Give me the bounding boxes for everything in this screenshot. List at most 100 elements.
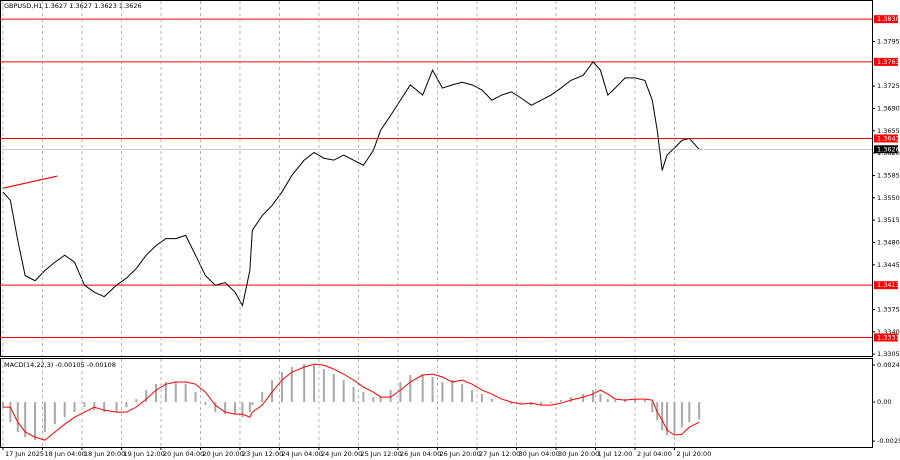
level-label: 1.3763: [877, 58, 900, 66]
macd-bar: [372, 397, 375, 403]
macd-bar: [271, 380, 274, 403]
macd-bar: [633, 399, 636, 403]
y-tick-label: 1.3550: [877, 194, 900, 202]
macd-bar: [540, 402, 543, 406]
y-tick-label: 1.3340: [877, 328, 900, 336]
macd-panel: [0, 358, 873, 448]
x-tick-label: 2 Jul 04:00: [637, 450, 672, 458]
macd-bar: [431, 377, 434, 403]
y-tick-label: 0.00244: [877, 361, 900, 369]
macd-bar: [125, 402, 128, 408]
macd-bar: [63, 402, 66, 418]
macd-bar: [698, 402, 701, 420]
macd-bar: [592, 390, 595, 403]
macd-bar: [421, 374, 424, 403]
chart-title: GBPUSD,H1 1.3627 1.3627 1.3623 1.3626: [4, 2, 142, 10]
macd-bar: [461, 384, 464, 403]
macd-bar: [145, 390, 148, 403]
macd-bar: [666, 402, 669, 436]
y-tick-label: 1.3480: [877, 238, 900, 246]
y-tick-label: 1.3375: [877, 305, 900, 313]
macd-bar: [379, 397, 382, 403]
level-label: 1.3643: [877, 134, 900, 142]
level-label: 1.3830: [877, 15, 900, 23]
x-tick-label: 18 Jun 20:00: [84, 450, 125, 458]
macd-bar: [352, 387, 355, 403]
macd-bar: [510, 402, 513, 405]
macd-bar: [362, 392, 365, 403]
macd-bar: [194, 392, 197, 403]
last-price-label: 1.3626: [877, 145, 900, 153]
macd-bar: [174, 382, 177, 403]
macd-bar: [342, 380, 345, 403]
macd-bar: [332, 374, 335, 403]
x-tick-label: 26 Jun 20:00: [439, 450, 480, 458]
macd-bar: [204, 402, 207, 406]
macd-bar: [500, 402, 503, 403]
macd-bar: [680, 402, 683, 428]
macd-bar: [214, 402, 217, 413]
macd-bar: [559, 400, 562, 403]
macd-bar: [251, 402, 254, 406]
macd-bar: [135, 399, 138, 403]
level-label-box: [874, 57, 898, 66]
x-tick-label: 2 Jul 20:00: [676, 450, 711, 458]
x-tick-label: 19 Jun 12:00: [123, 450, 164, 458]
x-tick-label: 1 Jul 12:00: [597, 450, 632, 458]
level-label-box: [874, 134, 898, 143]
macd-bar: [224, 402, 227, 415]
macd-bar: [234, 402, 237, 415]
macd-bar: [409, 375, 412, 403]
macd-bar: [53, 402, 56, 425]
macd-bar: [322, 369, 325, 403]
macd-bar: [261, 392, 264, 403]
indicator-title: MACD(14,22,3) -0.00105 -0.00108: [4, 361, 116, 369]
macd-bar: [614, 400, 617, 403]
macd-bar: [606, 399, 609, 403]
macd-bar: [643, 400, 646, 403]
x-tick-label: 25 Jun 12:00: [360, 450, 401, 458]
macd-bar: [582, 394, 585, 403]
x-tick-label: 17 Jun 2025: [5, 450, 44, 458]
macd-bar: [24, 402, 27, 438]
y-tick-label: 1.3515: [877, 216, 900, 224]
macd-bar: [280, 372, 283, 403]
macd-bar: [651, 402, 654, 413]
macd-bar: [290, 367, 293, 403]
macd-bar: [441, 382, 444, 403]
macd-bar: [673, 402, 676, 435]
macd-bar: [9, 402, 12, 423]
macd-bar: [103, 402, 106, 413]
level-label-box: [874, 15, 898, 24]
macd-bar: [34, 402, 37, 441]
macd-bar: [313, 365, 316, 403]
x-tick-label: 30 Jun 20:00: [558, 450, 599, 458]
macd-bar: [155, 384, 158, 403]
macd-bar: [688, 402, 691, 423]
x-tick-label: 20 Jun 04:00: [163, 450, 204, 458]
macd-bar: [43, 402, 46, 433]
level-label: 1.3331: [877, 333, 900, 341]
y-tick-label: 1.3305: [877, 350, 900, 358]
macd-bar: [115, 402, 118, 413]
signal-line: [2, 363, 700, 441]
price-line: [2, 61, 700, 308]
macd-bar: [569, 397, 572, 403]
x-tick-label: 23 Jun 12:00: [242, 450, 283, 458]
macd-bar: [83, 402, 86, 408]
level-label-box: [874, 333, 898, 342]
y-tick-label: 1.3655: [877, 127, 900, 135]
macd-bar: [490, 399, 493, 403]
macd-bar: [16, 402, 19, 433]
x-tick-label: 18 Jun 04:00: [44, 450, 85, 458]
macd-bar: [241, 402, 244, 418]
x-tick-label: 24 Jun 20:00: [321, 450, 362, 458]
macd-bar: [303, 364, 306, 403]
y-tick-label: 1.3690: [877, 104, 900, 112]
last-price-box: [874, 145, 898, 154]
macd-bar: [599, 394, 602, 403]
macd-bar: [399, 382, 402, 403]
x-tick-label: 24 Jun 04:00: [281, 450, 322, 458]
